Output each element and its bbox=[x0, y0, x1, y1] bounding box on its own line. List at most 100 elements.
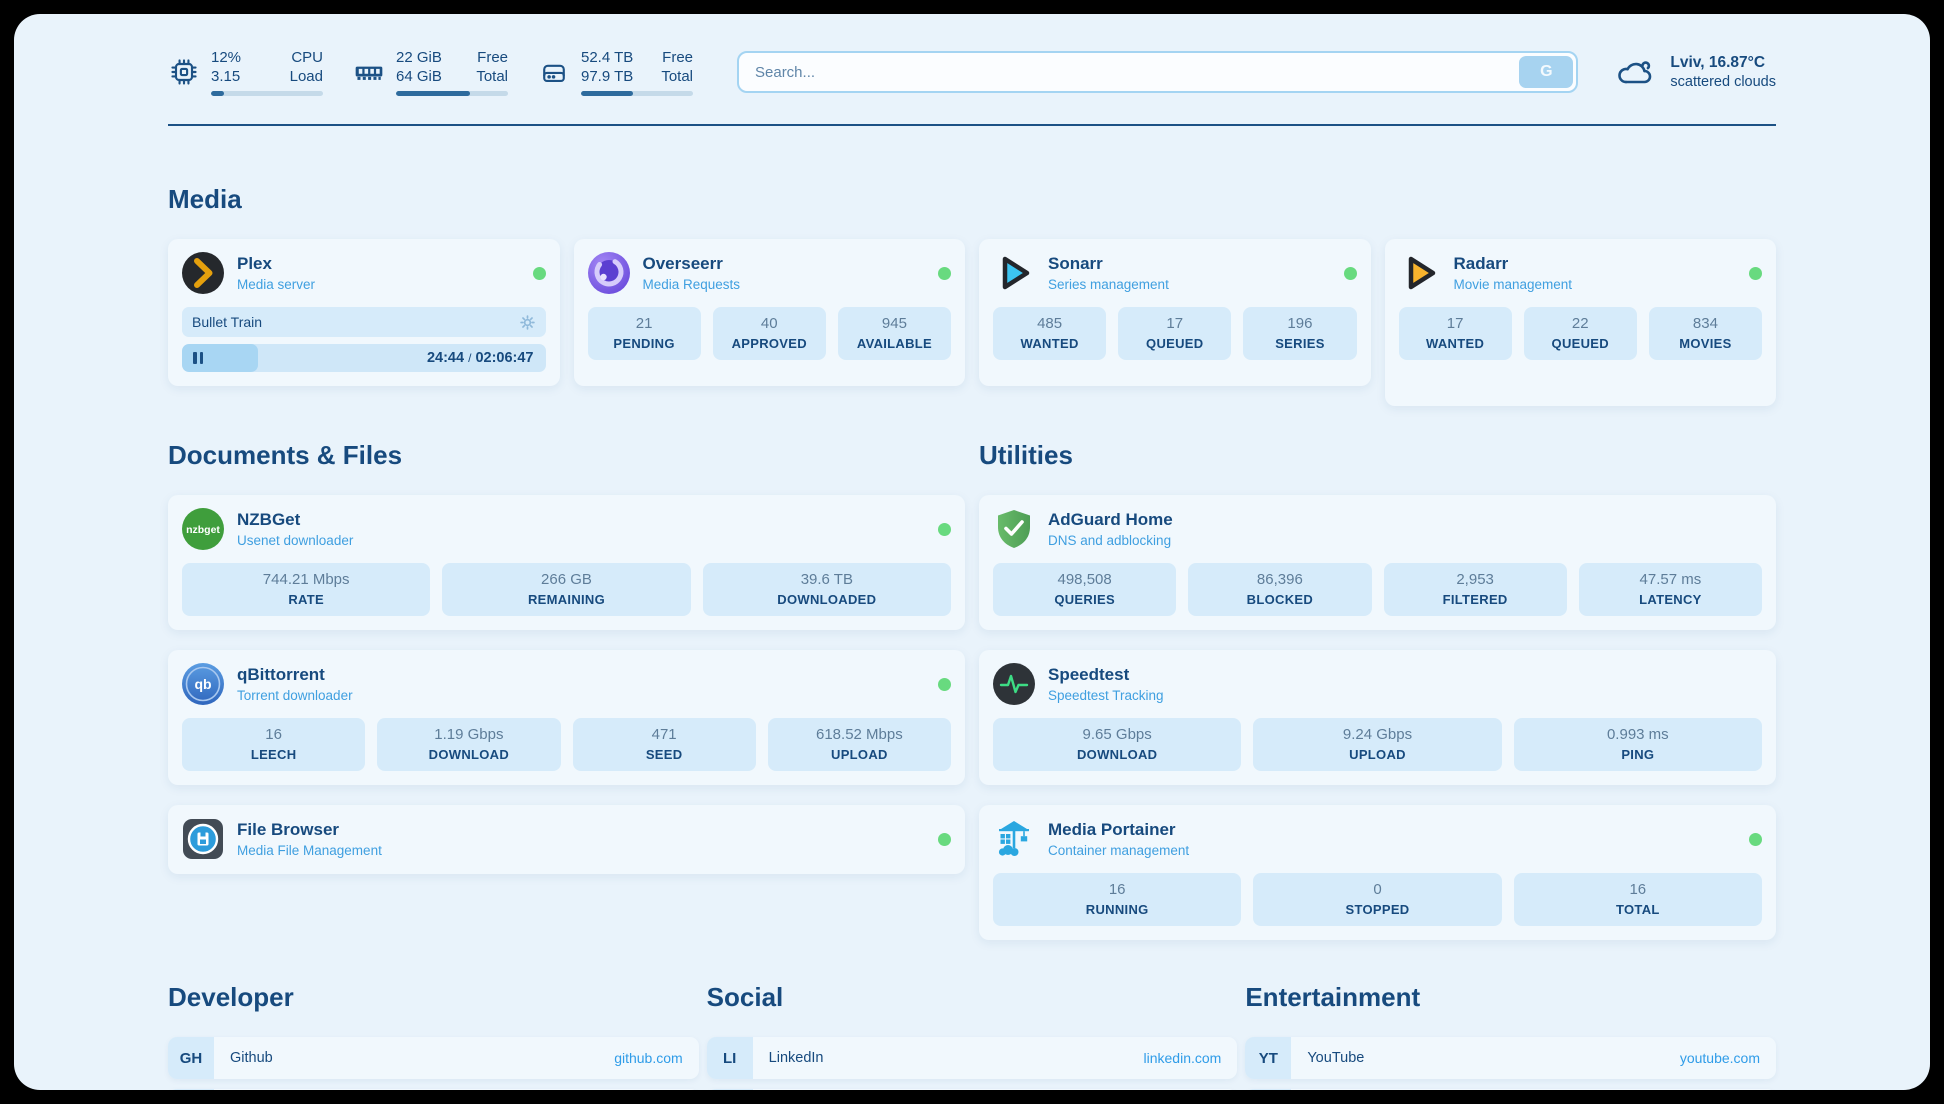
app-card-plex[interactable]: Plex Media server Bullet Train 24:44 / bbox=[168, 239, 560, 386]
memory-progress-bar bbox=[396, 91, 508, 96]
app-card-qbittorrent[interactable]: qb qBittorrent Torrent downloader 16 LEE… bbox=[168, 650, 965, 785]
search-bar: G bbox=[737, 51, 1579, 93]
app-card-portainer[interactable]: Media Portainer Container management 16 … bbox=[979, 805, 1776, 940]
link-badge: GH bbox=[168, 1037, 214, 1079]
playback-played-segment bbox=[182, 344, 259, 372]
app-subtitle: Media File Management bbox=[237, 843, 382, 858]
now-playing-title: Bullet Train bbox=[192, 314, 263, 330]
link-badge: NF bbox=[1245, 1089, 1292, 1090]
cpu-stat: 12% 3.15 CPU Load bbox=[168, 48, 323, 96]
plex-icon bbox=[182, 252, 224, 294]
link-badge: TW bbox=[706, 1089, 753, 1090]
stat-pending: 21 PENDING bbox=[587, 307, 701, 360]
link-stackoverflow[interactable]: SO StackOverflow stackoverflow.com bbox=[168, 1089, 699, 1090]
qbittorrent-icon: qb bbox=[182, 663, 224, 705]
links-section: Developer GH Github github.com SO StackO… bbox=[168, 982, 1777, 1090]
section-title-social: Social bbox=[706, 982, 784, 1012]
link-linkedin[interactable]: LI LinkedIn linkedin.com bbox=[706, 1037, 1238, 1079]
utilities-column: Utilities AdGuard Home DNS and adblockin… bbox=[979, 406, 1776, 940]
cpu-label-1: CPU bbox=[291, 49, 323, 66]
app-title: AdGuard Home bbox=[1048, 510, 1173, 529]
svg-text:qb: qb bbox=[194, 676, 211, 692]
stat-running: 16 RUNNING bbox=[993, 873, 1242, 926]
portainer-icon bbox=[998, 821, 1029, 856]
section-title-documents: Documents & Files bbox=[168, 440, 403, 470]
stat-movies: 834 MOVIES bbox=[1648, 307, 1763, 360]
app-subtitle: Container management bbox=[1048, 843, 1190, 858]
app-title: Media Portainer bbox=[1048, 820, 1176, 839]
status-dot bbox=[1343, 266, 1357, 280]
section-title-utilities: Utilities bbox=[979, 440, 1073, 470]
search-engine-button[interactable]: G bbox=[1519, 56, 1574, 88]
memory-label-2: Total bbox=[476, 68, 508, 85]
disk-free: 52.4 TB bbox=[581, 49, 634, 66]
app-subtitle: Torrent downloader bbox=[237, 688, 353, 703]
link-github[interactable]: GH Github github.com bbox=[168, 1037, 699, 1079]
disk-icon bbox=[543, 64, 565, 82]
cloud-icon bbox=[1618, 61, 1652, 84]
status-dot bbox=[532, 266, 546, 280]
top-bar: 12% 3.15 CPU Load bbox=[168, 44, 1776, 100]
entertainment-column: Entertainment YT YouTube youtube.com NF … bbox=[1245, 982, 1777, 1090]
app-card-filebrowser[interactable]: File Browser Media File Management bbox=[168, 805, 965, 874]
app-subtitle: DNS and adblocking bbox=[1048, 533, 1172, 548]
app-card-radarr[interactable]: Radarr Movie management 17 WANTED 22 QUE… bbox=[1384, 239, 1776, 406]
stat-leech: 16 LEECH bbox=[182, 718, 366, 771]
stat-rate: 744.21 Mbps RATE bbox=[182, 563, 431, 616]
link-badge: LI bbox=[706, 1037, 753, 1079]
link-youtube[interactable]: YT YouTube youtube.com bbox=[1245, 1037, 1777, 1079]
app-card-sonarr[interactable]: Sonarr Series management 485 WANTED 17 Q… bbox=[979, 239, 1371, 386]
memory-free: 22 GiB bbox=[396, 49, 442, 66]
stat-downloaded: 39.6 TB DOWNLOADED bbox=[702, 563, 951, 616]
app-title: Speedtest bbox=[1048, 665, 1130, 684]
stat-blocked: 86,396 BLOCKED bbox=[1188, 563, 1372, 616]
status-dot bbox=[1749, 266, 1762, 280]
disk-stat: 52.4 TB 97.9 TB Free Total bbox=[538, 48, 693, 96]
weather-condition: scattered clouds bbox=[1670, 74, 1776, 90]
playback-progress-bar[interactable]: 24:44 / 02:06:47 bbox=[182, 344, 546, 372]
memory-stat: 22 GiB 64 GiB Free Total bbox=[353, 48, 508, 96]
media-cards-row: Plex Media server Bullet Train 24:44 / bbox=[168, 239, 1776, 406]
stat-available: 945 AVAILABLE bbox=[837, 307, 952, 360]
stat-wanted: 17 WANTED bbox=[1398, 307, 1512, 360]
weather-widget[interactable]: Lviv, 16.87°C scattered clouds bbox=[1614, 51, 1776, 93]
app-title: Overseerr bbox=[642, 254, 723, 273]
middle-columns: Documents & Files nzbget NZBGet Usenet d… bbox=[168, 406, 1776, 940]
link-netflix[interactable]: NF Netflix netflix.com bbox=[1245, 1089, 1777, 1090]
stat-stopped: 0 STOPPED bbox=[1253, 873, 1502, 926]
pause-icon[interactable] bbox=[193, 352, 203, 364]
link-badge: YT bbox=[1245, 1037, 1292, 1079]
app-card-adguard[interactable]: AdGuard Home DNS and adblocking 498,508 … bbox=[979, 495, 1776, 630]
search-input[interactable] bbox=[739, 63, 1517, 81]
app-title: File Browser bbox=[237, 820, 340, 839]
link-twitter[interactable]: TW Twitter twitter.com bbox=[706, 1089, 1238, 1090]
weather-location-temp: Lviv, 16.87°C bbox=[1670, 54, 1766, 71]
stat-download: 9.65 Gbps DOWNLOAD bbox=[993, 718, 1242, 771]
sonarr-icon bbox=[1002, 256, 1030, 290]
stat-upload: 9.24 Gbps UPLOAD bbox=[1253, 718, 1502, 771]
gear-icon[interactable] bbox=[519, 314, 536, 331]
app-title: NZBGet bbox=[237, 510, 301, 529]
disk-label-2: Total bbox=[661, 68, 693, 85]
system-stats: 12% 3.15 CPU Load bbox=[168, 48, 693, 96]
app-card-nzbget[interactable]: nzbget NZBGet Usenet downloader 744.21 M… bbox=[168, 495, 965, 630]
stat-download: 1.19 Gbps DOWNLOAD bbox=[377, 718, 561, 771]
app-card-speedtest[interactable]: Speedtest Speedtest Tracking 9.65 Gbps D… bbox=[979, 650, 1776, 785]
app-subtitle: Media Requests bbox=[642, 277, 741, 292]
app-subtitle: Usenet downloader bbox=[237, 533, 354, 548]
cpu-percent: 12% bbox=[211, 49, 242, 66]
section-title-entertainment: Entertainment bbox=[1245, 982, 1421, 1012]
link-name: LinkedIn bbox=[768, 1050, 824, 1066]
app-card-overseerr[interactable]: Overseerr Media Requests 21 PENDING 40 A… bbox=[573, 239, 965, 386]
stat-queued: 17 QUEUED bbox=[1118, 307, 1232, 360]
overseerr-icon bbox=[587, 252, 630, 294]
nzbget-icon: nzbget bbox=[182, 508, 224, 550]
app-subtitle: Speedtest Tracking bbox=[1048, 688, 1164, 703]
stat-seed: 471 SEED bbox=[572, 718, 756, 771]
memory-total: 64 GiB bbox=[396, 68, 442, 85]
app-title: Plex bbox=[237, 254, 272, 273]
link-domain: linkedin.com bbox=[1143, 1050, 1222, 1066]
stat-upload: 618.52 Mbps UPLOAD bbox=[767, 718, 951, 771]
app-subtitle: Media server bbox=[237, 277, 316, 292]
svg-text:nzbget: nzbget bbox=[186, 524, 220, 536]
